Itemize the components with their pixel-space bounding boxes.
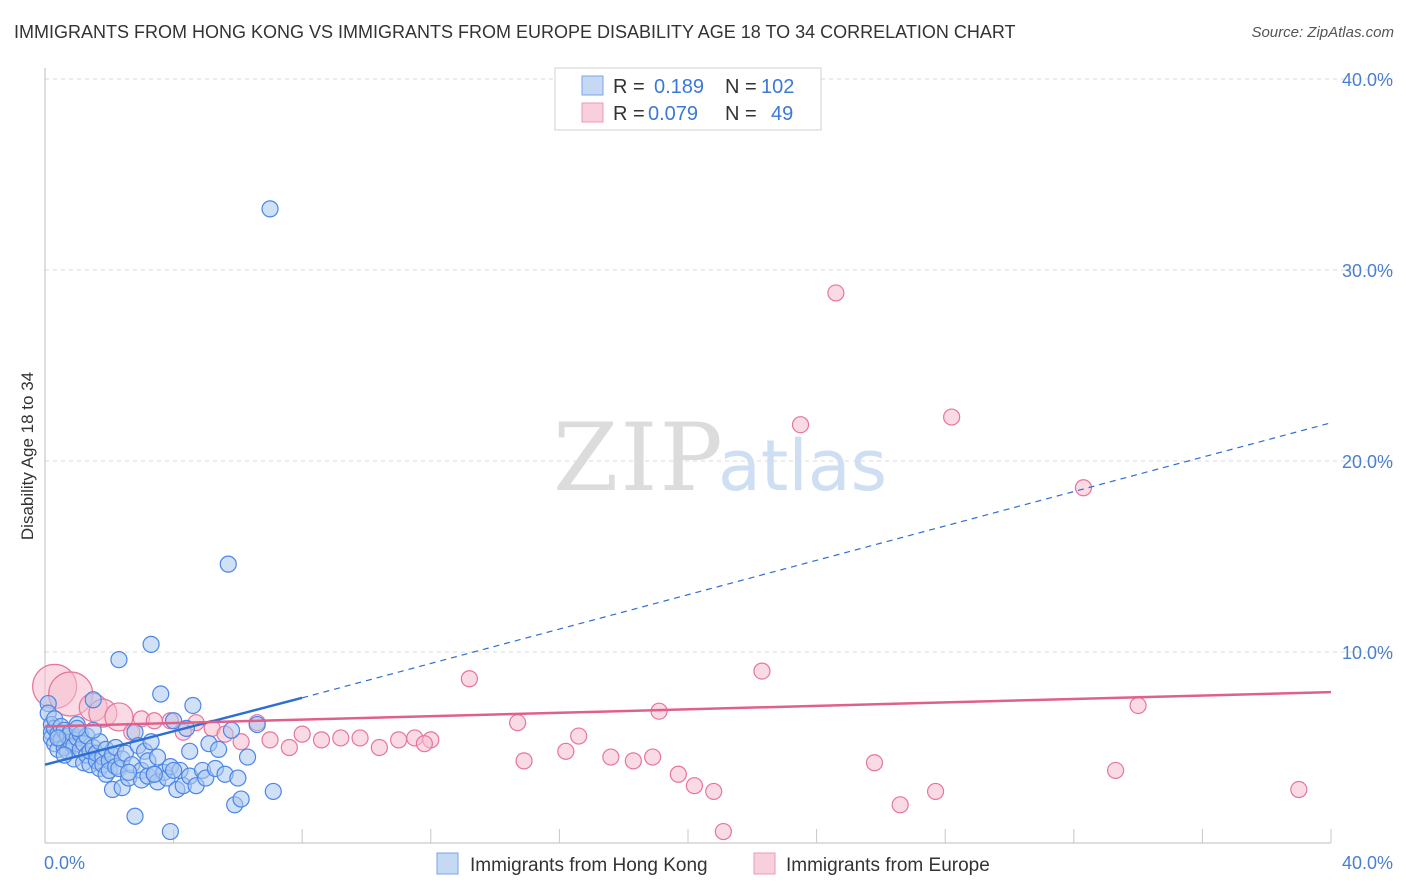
hongkong-point-46: [110, 651, 128, 669]
y-axis-title: Disability Age 18 to 34: [18, 372, 37, 540]
source-label: Source: ZipAtlas.com: [1251, 24, 1394, 41]
legend: R = 0.189 N = 102 R = 0.079 N = 49: [554, 67, 822, 131]
hongkong-point-31: [84, 691, 102, 709]
hongkong-point-65: [152, 685, 170, 703]
bottom-legend-label-europe: Immigrants from Europe: [786, 855, 990, 876]
y-tick-label-30: 30.0%: [1342, 261, 1393, 281]
hongkong-point-90: [238, 748, 257, 766]
bottom-legend-swatch-europe: [753, 852, 776, 875]
europe-point-25: [415, 735, 433, 753]
legend-n-label-2: N =: [725, 103, 757, 125]
bottom-legend-label-hongkong: Immigrants from Hong Kong: [470, 855, 708, 876]
europe-point-47: [1129, 696, 1147, 715]
europe-point-31: [624, 752, 642, 770]
x-tick-label-min: 0.0%: [44, 853, 85, 873]
legend-r-label-1: R =: [613, 76, 645, 98]
europe-point-15: [261, 731, 279, 749]
europe-point-35: [685, 777, 704, 795]
hongkong-point-70: [165, 712, 183, 730]
hongkong-point-101: [49, 729, 67, 747]
hongkong-point-68: [161, 822, 179, 841]
watermark-zip: ZIP: [553, 404, 725, 513]
europe-point-21: [370, 738, 388, 757]
hongkong-point-64: [148, 748, 167, 766]
hongkong-point-94: [68, 719, 86, 738]
europe-point-34: [669, 765, 687, 783]
hongkong-point-86: [222, 721, 241, 739]
hongkong-point-77: [184, 696, 202, 715]
legend-n-label-1: N =: [725, 76, 757, 98]
europe-point-20: [351, 729, 369, 747]
europe-point-39: [791, 416, 810, 434]
chart-title: IMMIGRANTS FROM HONG KONG VS IMMIGRANTS …: [14, 22, 1016, 42]
legend-r-label-2: R =: [613, 103, 645, 125]
europe-point-26: [509, 714, 527, 732]
europe-point-19: [332, 729, 350, 747]
europe-point-27: [515, 752, 533, 770]
europe-point-43: [926, 782, 945, 801]
hongkong-point-91: [248, 715, 266, 734]
europe-point-13: [232, 733, 250, 751]
y-tick-label-40: 40.0%: [1342, 70, 1393, 90]
europe-point-32: [644, 748, 662, 766]
watermark-atlas: atlas: [718, 425, 887, 507]
hongkong-point-88: [229, 769, 247, 787]
europe-point-51: [460, 670, 478, 688]
europe-point-22: [390, 731, 408, 749]
hongkong-point-99: [165, 761, 183, 780]
x-minor-ticks: [173, 829, 1332, 843]
hongkong-point-100: [142, 635, 160, 653]
grid-lines: [45, 78, 1393, 653]
hongkong-point-75: [181, 742, 199, 760]
europe-point-28: [557, 742, 575, 760]
hongkong-point-85: [219, 555, 237, 573]
bottom-legend: Immigrants from Hong Kong Immigrants fro…: [436, 852, 990, 876]
europe-point-7: [145, 712, 163, 730]
trend-lines: [44, 422, 1332, 766]
legend-swatch-europe: [581, 102, 604, 123]
europe-point-36: [705, 782, 723, 801]
europe-point-46: [1106, 761, 1125, 780]
europe-point-16: [280, 738, 298, 757]
hongkong-point-92: [264, 782, 282, 801]
hongkong-point-93: [261, 200, 279, 218]
y-tick-labels: 10.0% 20.0% 30.0% 40.0%: [1342, 70, 1393, 663]
y-tick-label-10: 10.0%: [1342, 643, 1393, 663]
trend-hongkong-extrapolated: [302, 422, 1332, 699]
hongkong-point-98: [145, 765, 163, 783]
legend-r-value-1: 0.189: [654, 76, 704, 98]
europe-point-29: [570, 727, 588, 745]
europe-point-45: [1074, 479, 1093, 497]
hongkong-point-83: [210, 740, 228, 759]
hongkong-point-53: [126, 807, 144, 825]
europe-point-48: [1290, 780, 1308, 799]
legend-r-value-2: 0.079: [648, 103, 698, 125]
legend-n-value-2: 49: [771, 103, 793, 125]
trend-europe: [44, 690, 1332, 728]
legend-n-value-1: 102: [761, 76, 794, 98]
europe-point-37: [714, 822, 732, 841]
hongkong-point-89: [232, 790, 250, 808]
hongkong-point-97: [119, 763, 138, 781]
y-tick-label-20: 20.0%: [1342, 452, 1393, 472]
europe-point-42: [891, 796, 909, 814]
europe-point-44: [943, 408, 961, 426]
europe-point-30: [602, 748, 620, 766]
trend-hongkong: [44, 696, 303, 766]
europe-point-17: [293, 725, 311, 743]
legend-swatch-hongkong: [581, 75, 604, 96]
europe-point-38: [753, 662, 771, 680]
europe-point-18: [312, 731, 331, 749]
europe-point-40: [827, 284, 845, 302]
bottom-legend-swatch-hongkong: [436, 852, 459, 875]
x-tick-label-max: 40.0%: [1342, 853, 1393, 873]
europe-point-41: [865, 754, 884, 772]
